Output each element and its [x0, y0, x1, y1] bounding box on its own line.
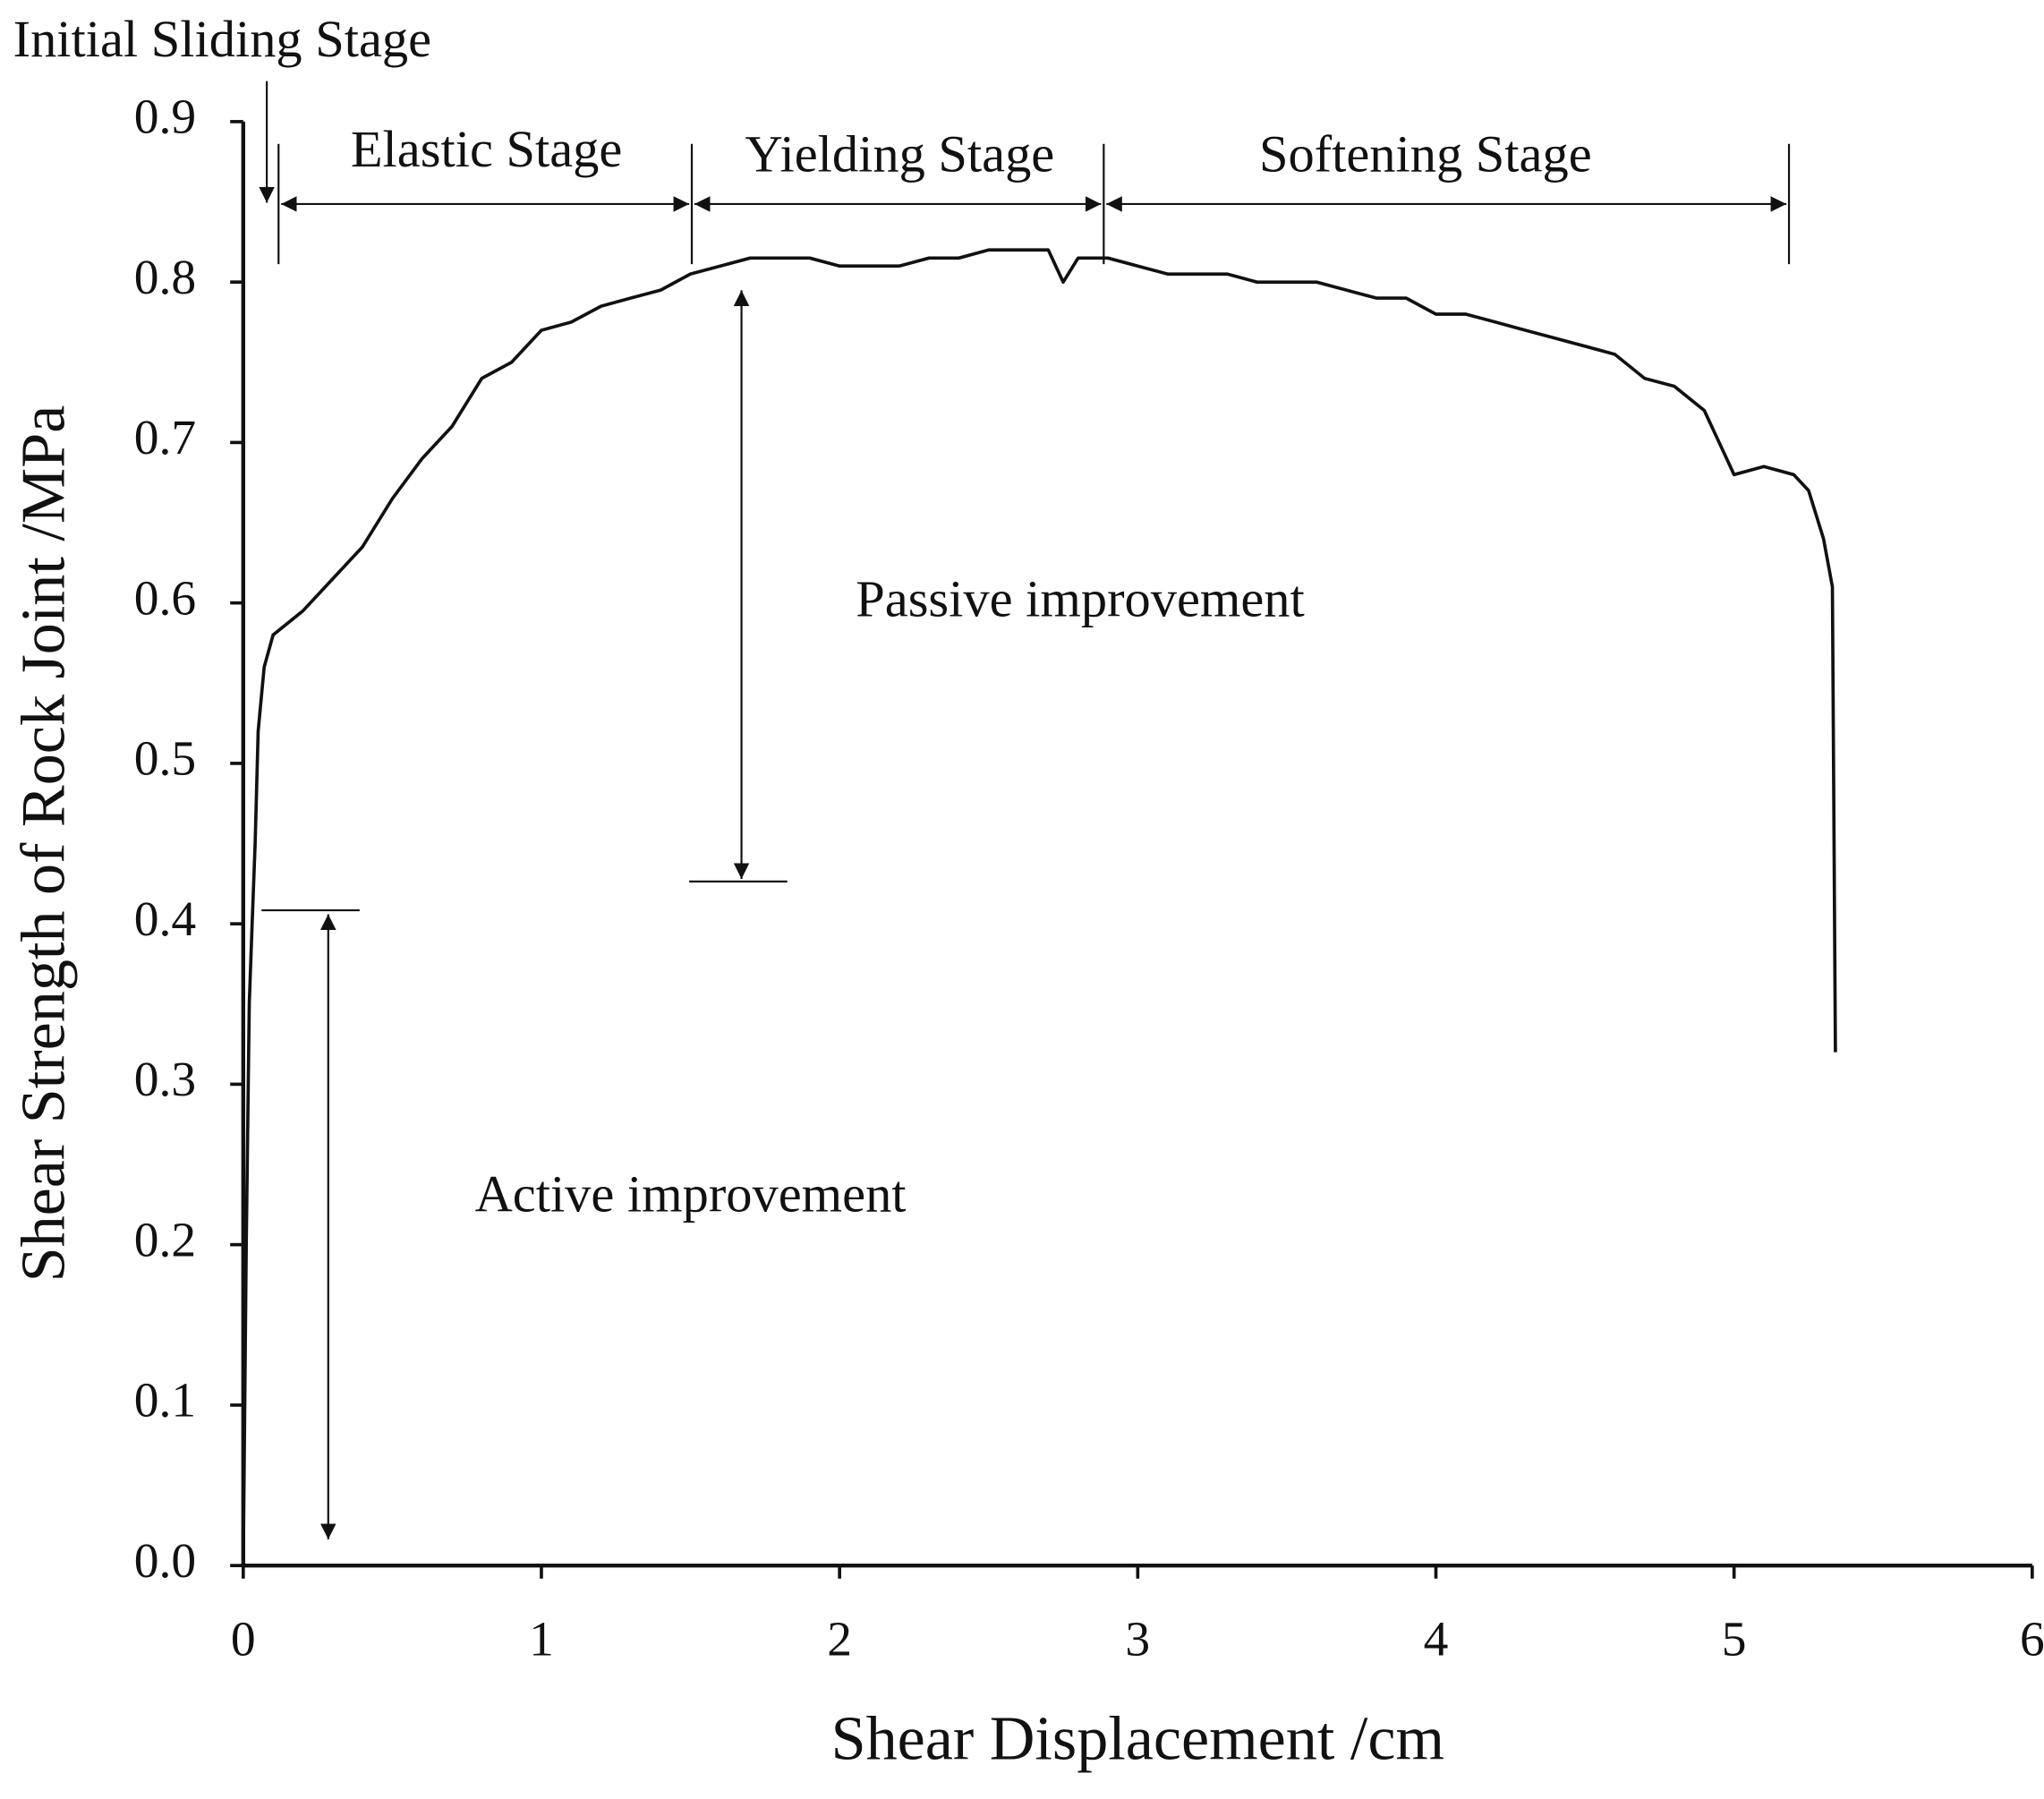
x-tick-label: 0 — [231, 1613, 256, 1667]
x-axis-label: Shear Displacement /cm — [831, 1703, 1444, 1773]
y-tick-label: 0.0 — [134, 1534, 196, 1589]
x-tick-label: 6 — [2020, 1613, 2044, 1667]
annotation: Yielding Stage — [745, 125, 1055, 183]
x-tick-label: 4 — [1424, 1613, 1449, 1667]
y-tick-label: 0.4 — [134, 892, 196, 947]
y-tick-label: 0.5 — [134, 732, 196, 787]
annotation: Softening Stage — [1259, 125, 1592, 183]
x-tick-label: 2 — [827, 1613, 852, 1667]
y-tick-label: 0.2 — [134, 1213, 196, 1267]
x-tick-label: 1 — [529, 1613, 554, 1667]
y-tick-label: 0.1 — [134, 1374, 196, 1428]
y-tick-label: 0.6 — [134, 571, 196, 626]
annotation-arrows — [259, 81, 1791, 1539]
x-tick-label: 3 — [1125, 1613, 1150, 1667]
annotation: Elastic Stage — [351, 120, 622, 178]
y-tick-label: 0.9 — [134, 90, 196, 145]
y-tick-label: 0.7 — [134, 411, 196, 465]
data-line — [241, 248, 1837, 1566]
annotation: Passive improvement — [856, 570, 1305, 628]
annotation: Active improvement — [475, 1164, 907, 1223]
y-axis-label: Shear Strength of Rock Joint /MPa — [9, 405, 79, 1283]
annotation: Initial Sliding Stage — [13, 10, 431, 68]
x-tick-label: 5 — [1722, 1613, 1747, 1667]
y-tick-label: 0.3 — [134, 1053, 196, 1107]
y-tick-label: 0.8 — [134, 251, 196, 305]
